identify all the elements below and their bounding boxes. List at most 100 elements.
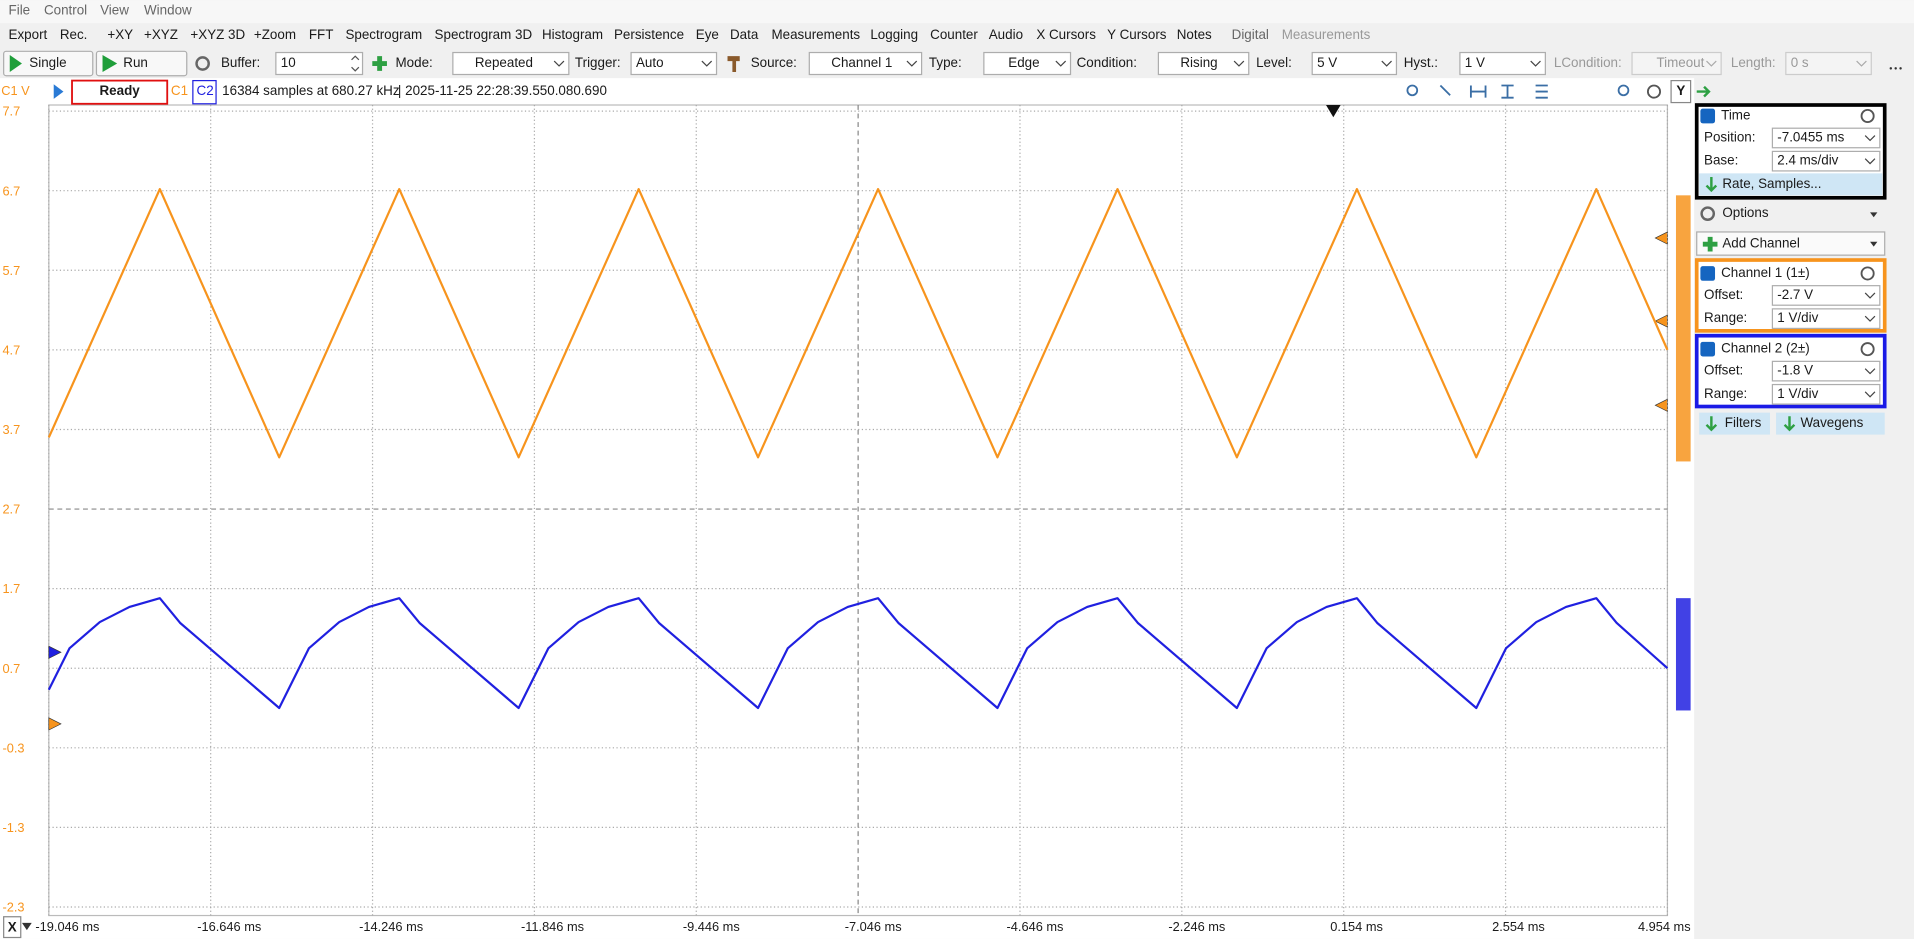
tool-item[interactable]: Measurements: [771, 27, 860, 42]
dropdown-arrow: [1864, 391, 1876, 398]
options-gear[interactable]: [1700, 206, 1716, 221]
panel-button-arrows: [1705, 416, 1796, 432]
status-bar: [0, 78, 1695, 106]
control-lcondition: Timeout: [1656, 55, 1704, 70]
buffer-gear[interactable]: [195, 56, 210, 71]
control-lcondition-label: LCondition:: [1554, 55, 1622, 70]
tool-item[interactable]: +XYZ: [144, 27, 178, 42]
add-channel-button[interactable]: [1696, 231, 1886, 256]
control-length-label: Length:: [1731, 55, 1776, 70]
time-checkbox[interactable]: [1700, 108, 1716, 124]
tool-item[interactable]: +XY: [107, 27, 133, 42]
tool-item[interactable]: Notes: [1177, 27, 1212, 42]
sample-info: 16384 samples at 680.27 kHz: [222, 83, 400, 98]
add-channel-arrow[interactable]: [1870, 241, 1878, 247]
menu-item[interactable]: Window: [144, 3, 192, 18]
tool-item[interactable]: Y Cursors: [1107, 27, 1167, 42]
x-button[interactable]: X: [8, 919, 17, 934]
dropdown[interactable]: [1785, 51, 1872, 76]
dropdown[interactable]: [630, 51, 718, 76]
rate-label[interactable]: Rate, Samples...: [1722, 176, 1821, 191]
tool-item[interactable]: FFT: [309, 27, 334, 42]
y-button-box[interactable]: [1670, 79, 1692, 104]
dropdown[interactable]: [1771, 150, 1881, 172]
tool-item[interactable]: Rec.: [60, 27, 88, 42]
tool-item[interactable]: Spectrogram 3D: [435, 27, 533, 42]
run-button[interactable]: [95, 50, 188, 77]
x-menu-arrow[interactable]: [21, 922, 32, 931]
dropdown[interactable]: [1771, 383, 1881, 405]
offset-value: -1.8 V: [1777, 363, 1813, 378]
dropdown[interactable]: [1771, 360, 1881, 382]
control-mode: Repeated: [475, 55, 533, 70]
dropdown[interactable]: [1157, 51, 1250, 76]
dropdown[interactable]: [1631, 51, 1722, 76]
dropdown[interactable]: [808, 51, 923, 76]
tool-item[interactable]: Persistence: [614, 27, 684, 42]
tool-item[interactable]: Logging: [870, 27, 918, 42]
add-channel-label[interactable]: Add Channel: [1722, 236, 1800, 251]
dropdown[interactable]: [1459, 51, 1546, 76]
dropdown[interactable]: [1771, 308, 1881, 330]
options-arrow[interactable]: [1870, 212, 1878, 218]
buffer-input[interactable]: [275, 51, 364, 76]
tool-item[interactable]: +XYZ 3D: [190, 27, 245, 42]
single-icon: [9, 54, 22, 73]
menu-item[interactable]: Control: [44, 3, 87, 18]
tool-item[interactable]: Digital: [1232, 27, 1269, 42]
tool-item[interactable]: Histogram: [542, 27, 603, 42]
tool-item[interactable]: Audio: [989, 27, 1023, 42]
tool-item[interactable]: X Cursors: [1036, 27, 1096, 42]
more-icon[interactable]: [1889, 67, 1902, 70]
control-condition: Rising: [1180, 55, 1217, 70]
tool-item[interactable]: Counter: [930, 27, 978, 42]
filters-label[interactable]: Filters: [1725, 415, 1762, 430]
rate-button[interactable]: [1699, 173, 1883, 196]
trigger-force-icon[interactable]: [727, 56, 740, 73]
dropdown-arrow: [1233, 60, 1245, 67]
tool-item[interactable]: Export: [9, 27, 48, 42]
options-label[interactable]: Options: [1722, 205, 1768, 220]
control-level: 5 V: [1317, 55, 1337, 70]
tool-item[interactable]: Measurements: [1282, 27, 1371, 42]
dropdown[interactable]: [1771, 285, 1881, 306]
x-tick-label: -19.046 ms: [35, 919, 99, 934]
menu-bar: [0, 0, 1914, 24]
single-button[interactable]: [3, 50, 94, 77]
filters-button[interactable]: [1699, 412, 1770, 435]
menu-item[interactable]: File: [9, 3, 31, 18]
position-value: -7.0455 ms: [1777, 130, 1844, 145]
control-source-label: Source:: [751, 55, 797, 70]
panel-gears[interactable]: [1860, 108, 1875, 357]
dropdown-arrow: [906, 60, 918, 67]
c2-box[interactable]: [192, 79, 217, 105]
dropdown-arrow: [553, 60, 565, 67]
tool-item[interactable]: Spectrogram: [345, 27, 422, 42]
control-source: Channel 1: [831, 55, 892, 70]
c2-zero-marker: [48, 645, 62, 659]
tool-item[interactable]: Data: [730, 27, 759, 42]
wavegens-button[interactable]: [1776, 412, 1885, 435]
control-length: 0 s: [1791, 55, 1809, 70]
tool-item[interactable]: Eye: [696, 27, 719, 42]
add-icon[interactable]: [372, 56, 387, 71]
dropdown[interactable]: [1311, 51, 1398, 76]
buffer-spinner[interactable]: [351, 55, 360, 72]
x-button-box[interactable]: [3, 916, 22, 939]
channel-1-checkbox[interactable]: [1700, 266, 1716, 281]
y-button[interactable]: Y: [1676, 83, 1685, 98]
tool-item[interactable]: +Zoom: [254, 27, 296, 42]
wavegens-label[interactable]: Wavegens: [1800, 415, 1863, 430]
menu-item[interactable]: View: [100, 3, 129, 18]
dropdown[interactable]: [452, 51, 570, 76]
legend-entry[interactable]: C2: [197, 83, 214, 98]
dropdown[interactable]: [983, 51, 1072, 76]
dropdown-arrow: [1530, 60, 1541, 67]
legend-entry[interactable]: C1: [171, 83, 188, 98]
panel-arrow[interactable]: [1696, 85, 1711, 98]
plot-tools[interactable]: [1406, 84, 1662, 99]
range-value: 1 V/div: [1777, 310, 1818, 325]
dropdown[interactable]: [1771, 127, 1881, 149]
channel-2-checkbox[interactable]: [1700, 341, 1716, 357]
